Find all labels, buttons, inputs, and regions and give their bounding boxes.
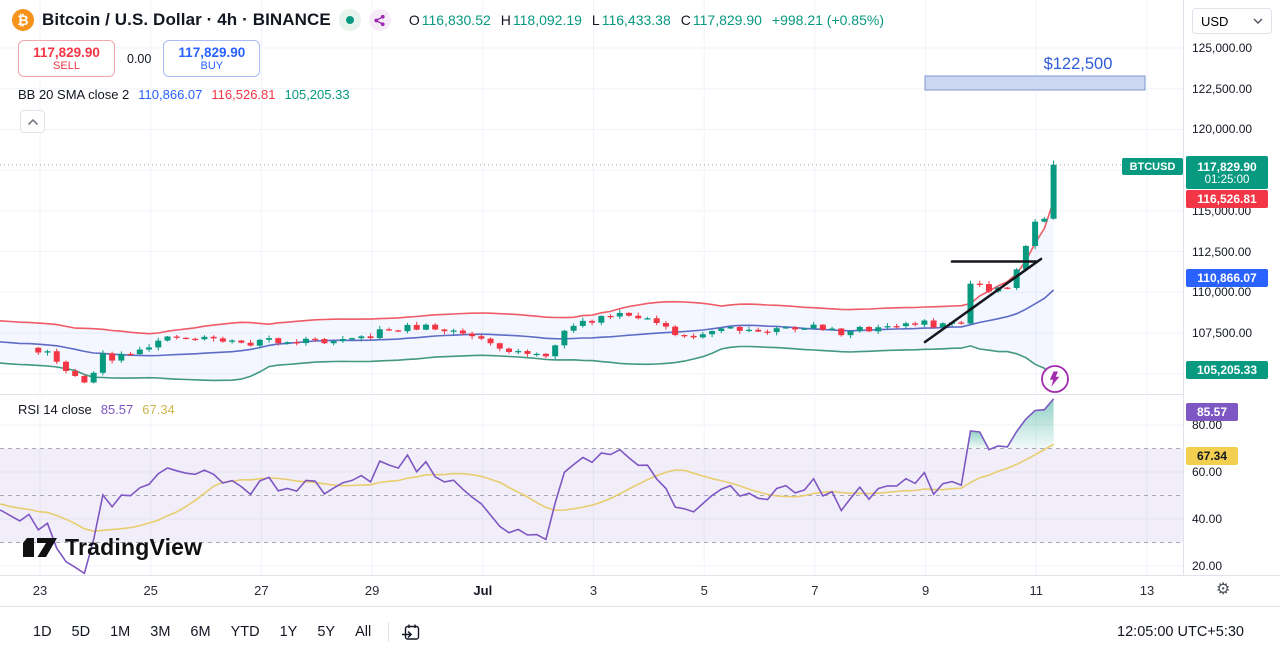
range-button-5D[interactable]: 5D <box>65 620 98 644</box>
tradingview-logo: TradingView <box>22 534 202 561</box>
price-axis-tick: 112,500.00 <box>1192 244 1252 259</box>
time-axis-tick: Jul <box>473 583 493 598</box>
drawing-annotations[interactable]: $122,500 <box>923 55 1146 344</box>
price-target-label: $122,500 <box>1044 55 1113 73</box>
time-axis-border <box>0 575 1280 576</box>
time-axis-tick: 25 <box>143 583 158 598</box>
time-axis-tick: 23 <box>32 583 48 598</box>
ohlc-readout: O 116,830.52 H 118,092.19 L 116,433.38 C 117… <box>408 12 884 28</box>
boost-icon[interactable] <box>1041 365 1069 393</box>
chart-canvas[interactable]: $122,500 <box>0 0 1183 575</box>
calendar-arrow-icon <box>402 624 420 640</box>
tradingview-logo-mark <box>23 538 57 557</box>
spread-value: 0.00 <box>127 51 152 66</box>
range-button-6M[interactable]: 6M <box>183 620 217 644</box>
range-button-YTD[interactable]: YTD <box>224 620 267 644</box>
rsi-axis-tick: 40.00 <box>1192 512 1223 526</box>
rsi-axis-tick: 20.00 <box>1192 559 1223 573</box>
bb-upper-value: 116,526.81 <box>211 87 276 102</box>
date-range-switcher: 1D 5D 1M 3M 6M YTD 1Y 5Y All <box>26 620 378 644</box>
axis-price-label: 117,829.90 01:25:00 <box>1186 156 1268 189</box>
trendline[interactable] <box>923 257 1043 344</box>
sell-button[interactable]: 117,829.90 SELL <box>18 40 115 77</box>
range-button-1Y[interactable]: 1Y <box>273 620 305 644</box>
range-button-5Y[interactable]: 5Y <box>310 620 342 644</box>
collapse-legend-button[interactable] <box>20 110 45 133</box>
toolbar-border <box>0 606 1280 607</box>
time-axis-tick: 3 <box>589 583 598 598</box>
market-open-status-icon <box>338 9 361 31</box>
axis-price-label: 67.34 <box>1186 447 1238 465</box>
bb-lower-value: 105,205.33 <box>284 87 350 102</box>
price-axis-tick: 125,000.00 <box>1192 41 1253 55</box>
toolbar-divider <box>388 622 390 642</box>
time-axis-tick: 27 <box>254 583 269 598</box>
scales-settings-gear-icon[interactable]: ⚙ <box>1216 581 1231 598</box>
price-axis-border <box>1183 0 1184 575</box>
tradingview-logo-text: TradingView <box>65 534 203 560</box>
rsi-value: 85.57 <box>100 402 134 417</box>
rsi-indicator-legend[interactable]: RSI 14 close 85.57 67.34 <box>18 402 175 417</box>
buy-button[interactable]: 117,829.90 BUY <box>163 40 261 77</box>
time-axis-tick: 11 <box>1029 583 1044 598</box>
rsi-indicator-name: RSI 14 close <box>18 402 92 417</box>
price-axis-tick: 122,500.00 <box>1192 81 1253 96</box>
axis-price-label: 110,866.07 <box>1186 269 1268 287</box>
symbol-title[interactable]: Bitcoin / U.S. Dollar · 4h · BINANCE <box>42 10 331 29</box>
symbol-axis-tag: BTCUSD <box>1122 158 1183 175</box>
change-readout: +998.21 (+0.85%) <box>771 12 884 28</box>
bottom-toolbar: 1D 5D 1M 3M 6M YTD 1Y 5Y All 12:05:00 UTC+5:30 <box>0 607 1280 657</box>
bb-indicator-name: BB 20 SMA close 2 <box>18 87 130 102</box>
rsi-ma-value: 67.34 <box>142 402 175 417</box>
price-axis-tick: 110,000.00 <box>1192 285 1252 300</box>
chevron-down-icon <box>1253 18 1263 24</box>
currency-selector[interactable]: USD <box>1192 8 1272 34</box>
price-axis[interactable]: USD 125,000.00 122,500.00 120,000.00 115,00… <box>1184 0 1280 575</box>
clock[interactable]: 12:05:00 UTC+5:30 <box>1117 624 1244 640</box>
time-axis[interactable]: ⚙ 23 25 27 29 Jul 3 5 7 9 11 13 <box>0 576 1280 606</box>
price-target-box[interactable] <box>924 75 1146 91</box>
time-axis-tick: 7 <box>811 583 819 598</box>
range-button-1M[interactable]: 1M <box>103 620 137 644</box>
bb-basis-value: 110,866.07 <box>138 87 203 102</box>
time-axis-tick: 29 <box>364 583 380 598</box>
range-button-All[interactable]: All <box>348 620 378 644</box>
range-button-3M[interactable]: 3M <box>143 620 177 644</box>
bitcoin-icon: ₿ <box>12 9 34 31</box>
go-to-date-button[interactable] <box>399 620 424 645</box>
axis-price-label: 116,526.81 <box>1186 190 1268 208</box>
time-axis-tick: 13 <box>1139 583 1155 598</box>
rsi-axis-tick: 80.00 <box>1192 418 1223 432</box>
pane-separator[interactable] <box>0 394 1280 395</box>
trade-panel: 117,829.90 SELL 0.00 117,829.90 BUY <box>18 40 261 77</box>
share-icon[interactable] <box>368 9 391 31</box>
axis-price-label: 105,205.33 <box>1186 361 1268 379</box>
price-axis-tick: 120,000.00 <box>1192 122 1253 137</box>
bb-indicator-legend[interactable]: BB 20 SMA close 2 110,866.07 116,526.81 … <box>18 87 350 102</box>
time-axis-tick: 5 <box>700 583 708 598</box>
time-axis-tick: 9 <box>921 583 930 598</box>
range-button-1D[interactable]: 1D <box>26 620 59 644</box>
price-axis-tick: 107,500.00 <box>1192 325 1253 340</box>
rsi-axis-tick: 60.00 <box>1192 465 1223 479</box>
axis-price-label: 85.57 <box>1186 403 1238 421</box>
symbol-header: ₿ Bitcoin / U.S. Dollar · 4h · BINANCE O… <box>12 9 884 31</box>
